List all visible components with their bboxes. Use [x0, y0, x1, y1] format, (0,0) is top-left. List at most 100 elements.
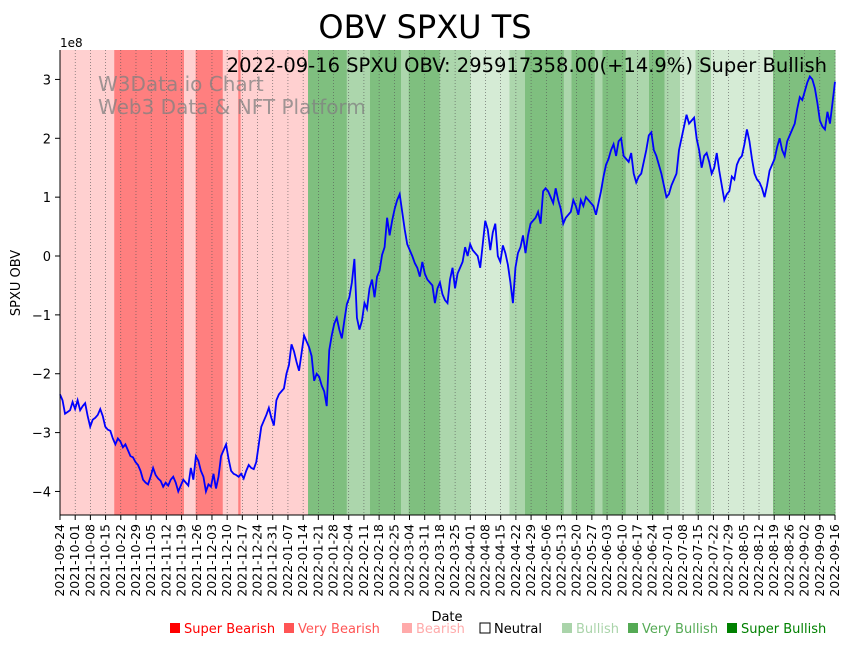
x-tick-label: 2022-04-01 — [462, 524, 477, 597]
sentiment-band — [525, 50, 565, 515]
x-tick-label: 2022-07-08 — [675, 524, 690, 597]
x-tick-label: 2021-10-15 — [98, 524, 113, 597]
obv-line — [59, 74, 836, 496]
sentiment-band — [184, 50, 197, 515]
x-tick-label: 2022-03-25 — [447, 524, 462, 597]
legend-label: Neutral — [494, 622, 542, 637]
legend-swatch — [562, 623, 572, 633]
y-tick-label: −4 — [32, 485, 51, 500]
sentiment-band — [240, 50, 309, 515]
y-tick-label: −1 — [32, 309, 51, 324]
x-tick-label: 2021-10-22 — [113, 524, 128, 597]
sentiment-band — [773, 50, 820, 515]
x-tick-label: 2022-02-11 — [356, 524, 371, 597]
sentiment-band — [695, 50, 712, 515]
legend-swatch — [284, 623, 294, 633]
x-tick-label: 2022-02-04 — [341, 524, 356, 597]
sentiment-band — [594, 50, 603, 515]
x-tick-label: 2022-01-14 — [295, 524, 310, 597]
x-tick-label: 2022-01-07 — [280, 524, 295, 597]
legend-swatch — [479, 622, 491, 634]
legend-swatch — [402, 623, 412, 633]
legend-label: Bearish — [416, 622, 465, 637]
watermark-line-1: W3Data.io Chart — [98, 72, 264, 96]
x-tick-label: 2022-06-10 — [614, 524, 629, 597]
x-tick-label: 2022-03-11 — [417, 524, 432, 597]
x-tick-label: 2021-10-29 — [128, 524, 143, 597]
x-tick-label: 2021-10-08 — [82, 524, 97, 597]
x-tick-label: 2022-07-15 — [690, 524, 705, 597]
sentiment-band — [563, 50, 572, 515]
x-tick-label: 2022-06-24 — [645, 524, 660, 597]
legend-label: Super Bullish — [741, 622, 826, 637]
sentiment-band — [222, 50, 239, 515]
x-tick-label: 2022-08-05 — [736, 524, 751, 597]
chart-title: OBV SPXU TS — [318, 8, 531, 46]
x-tick-label: 2022-02-18 — [371, 524, 386, 597]
x-tick-label: 2022-04-15 — [493, 524, 508, 597]
x-tick-label: 2022-04-08 — [477, 524, 492, 597]
y-tick-label: 3 — [43, 73, 51, 88]
x-tick-label: 2022-09-09 — [812, 524, 827, 597]
legend-swatch — [170, 623, 180, 633]
sentiment-band — [726, 50, 774, 515]
sentiment-band — [238, 50, 242, 515]
x-tick-label: 2021-12-17 — [234, 524, 249, 597]
sentiment-band — [114, 50, 185, 515]
x-tick-label: 2021-12-10 — [219, 524, 234, 597]
x-tick-label: 2021-11-19 — [174, 524, 189, 597]
x-tick-label: 2022-08-12 — [751, 524, 766, 597]
x-tick-label: 2022-09-16 — [827, 524, 842, 597]
x-tick-label: 2022-09-02 — [797, 524, 812, 597]
x-tick-label: 2021-12-03 — [204, 524, 219, 597]
x-tick-label: 2021-12-31 — [265, 524, 280, 597]
x-tick-label: 2022-05-20 — [569, 524, 584, 597]
y-axis-multiplier: 1e8 — [60, 36, 83, 50]
x-tick-label: 2022-01-21 — [310, 524, 325, 597]
x-tick-label: 2021-12-24 — [250, 524, 265, 597]
sentiment-band — [680, 50, 696, 515]
x-tick-label: 2022-07-01 — [660, 524, 675, 597]
sentiment-band — [370, 50, 402, 515]
y-tick-label: −2 — [32, 368, 51, 383]
x-tick-label: 2022-03-18 — [432, 524, 447, 597]
x-tick-label: 2022-01-28 — [326, 524, 341, 597]
sentiment-band — [649, 50, 665, 515]
sentiment-band — [195, 50, 224, 515]
x-tick-label: 2022-02-25 — [386, 524, 401, 597]
sentiment-band — [819, 50, 836, 515]
x-tick-label: 2022-06-17 — [629, 524, 644, 597]
y-tick-label: 1 — [43, 191, 51, 206]
y-tick-label: −3 — [32, 427, 51, 442]
legend: Super Bearish Very Bearish Bearish Neutral B… — [170, 622, 826, 637]
annotation-label: 2022-09-16 SPXU OBV: 295917358.00(+14.9%… — [227, 54, 827, 77]
sentiment-band — [571, 50, 596, 515]
x-tick-label: 2022-07-29 — [721, 524, 736, 597]
x-tick-label: 2021-10-01 — [67, 524, 82, 597]
x-tick-label: 2022-08-19 — [766, 524, 781, 597]
x-tick-label: 2021-09-24 — [52, 524, 67, 597]
legend-label: Bullish — [576, 622, 619, 637]
x-tick-label: 2022-04-29 — [523, 524, 538, 597]
x-tick-label: 2022-04-22 — [508, 524, 523, 597]
sentiment-band — [401, 50, 410, 515]
x-tick-label: 2022-03-04 — [402, 524, 417, 597]
sentiment-band — [470, 50, 510, 515]
y-tick-label: 0 — [43, 250, 51, 265]
legend-swatch — [727, 623, 737, 633]
x-tick-label: 2022-06-03 — [599, 524, 614, 597]
legend-label: Super Bearish — [184, 622, 275, 637]
sentiment-band — [60, 50, 115, 515]
x-tick-label: 2021-11-26 — [189, 524, 204, 597]
x-axis-label: Date — [431, 610, 462, 625]
x-tick-label: 2022-07-22 — [705, 524, 720, 597]
x-tick-label: 2022-05-06 — [538, 524, 553, 597]
sentiment-band — [346, 50, 371, 515]
sentiment-band — [308, 50, 348, 515]
x-tick-label: 2021-11-05 — [143, 524, 158, 597]
legend-label: Very Bearish — [298, 622, 380, 637]
legend-swatch — [628, 623, 638, 633]
watermark-line-2: Web3 Data & NFT Platform — [98, 95, 366, 119]
